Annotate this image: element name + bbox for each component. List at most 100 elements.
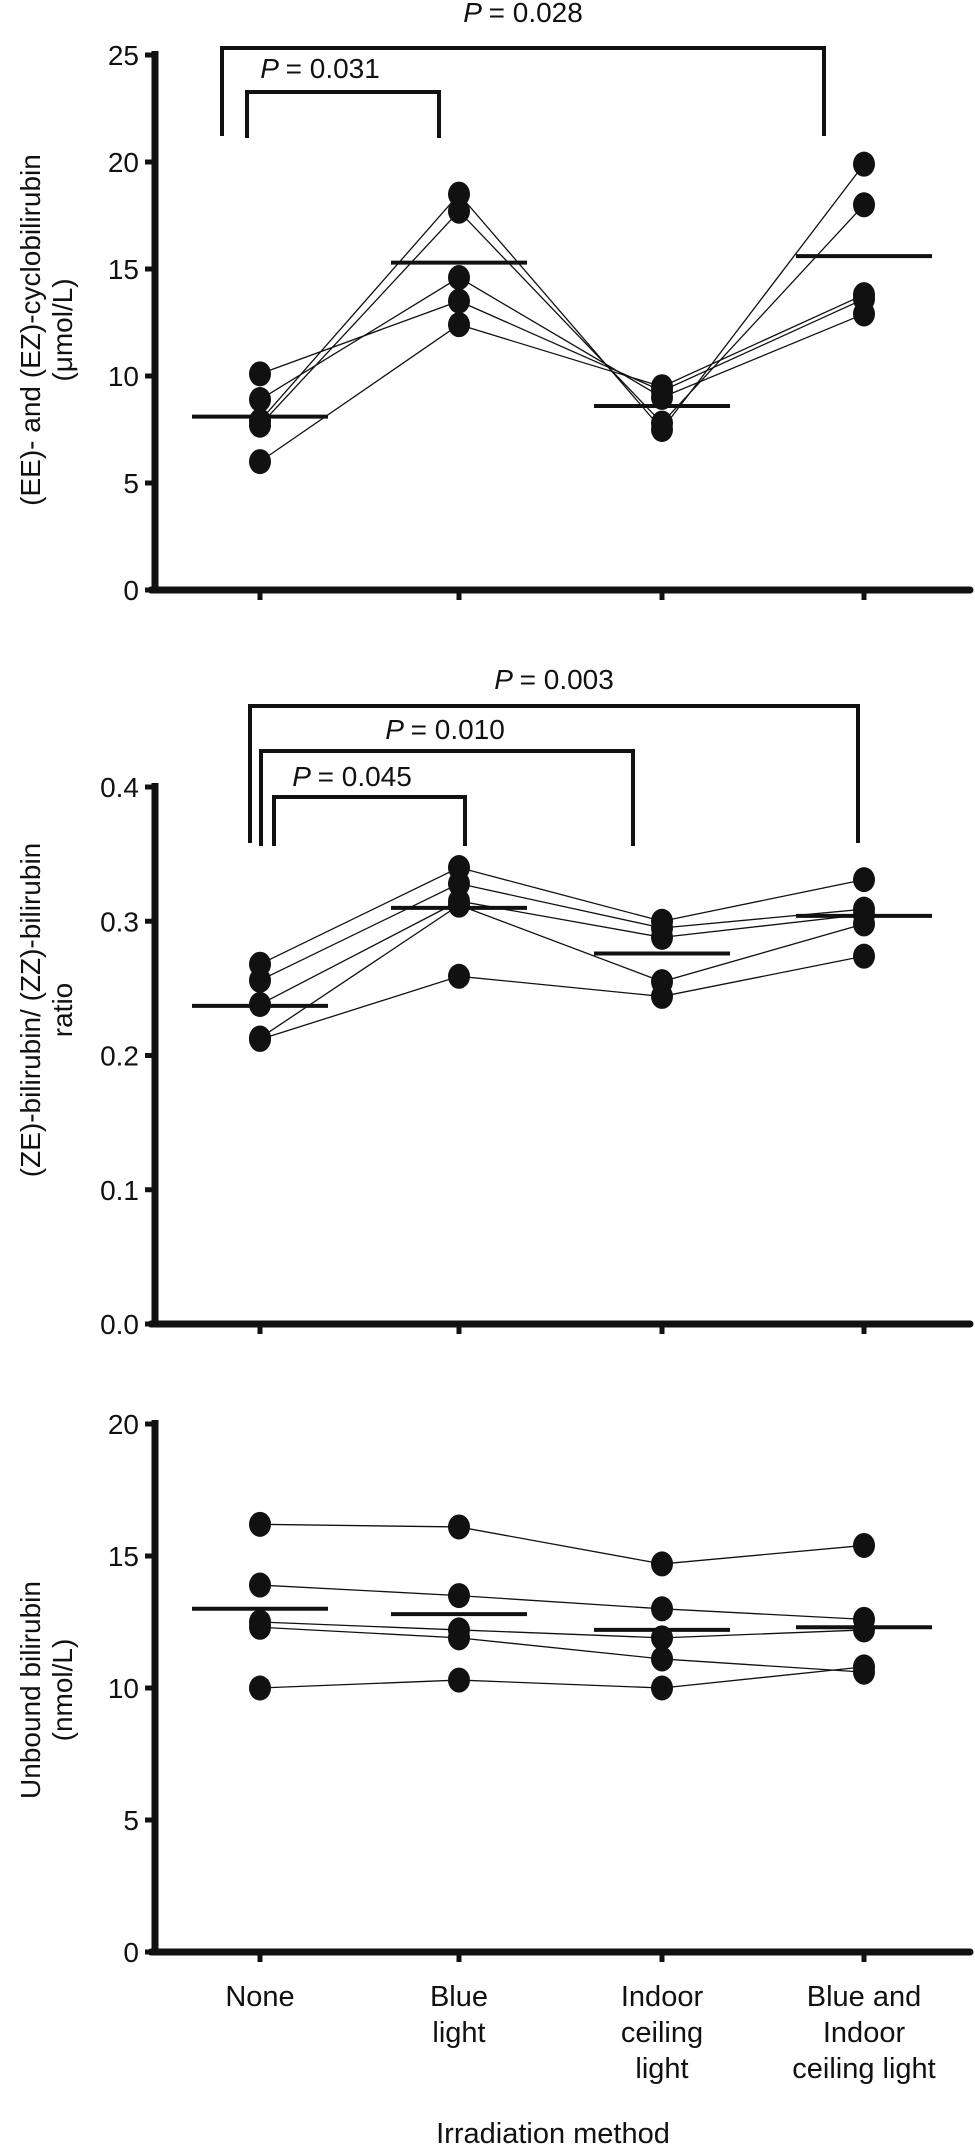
y-tick-label: 10 — [108, 361, 139, 392]
data-point — [249, 1572, 271, 1598]
subject-line — [259, 904, 865, 1039]
data-point — [249, 1675, 271, 1701]
y-tick-label: 15 — [108, 1541, 139, 1572]
subject-line — [259, 163, 865, 431]
data-point — [448, 1583, 470, 1609]
data-point — [853, 943, 875, 969]
subject-line — [259, 276, 865, 401]
data-point — [448, 198, 470, 224]
y-tick-label: 5 — [123, 1805, 139, 1836]
y-tick-label: 0 — [123, 1937, 139, 1968]
subject-line — [259, 882, 865, 981]
data-point — [651, 1625, 673, 1651]
data-point — [448, 265, 470, 291]
data-point — [853, 151, 875, 177]
x-category-label: light — [432, 2017, 485, 2049]
y-tick-label: 0.0 — [100, 1309, 139, 1340]
y-tick-label: 10 — [108, 1673, 139, 1704]
x-category-label: Indoor — [621, 1981, 704, 2013]
y-axis-label: Unbound bilirubin — [15, 1581, 46, 1799]
data-point — [651, 924, 673, 950]
p-value-label: P = 0.028 — [463, 0, 583, 28]
significance-bracket — [272, 795, 467, 846]
panel-2: 0.0 0.1 0.2 0.3 0.4 (ZE)-bilirubin/ (ZZ)-bili… — [15, 664, 974, 1340]
x-category-label: ceiling light — [792, 2053, 935, 2085]
subject-line — [259, 298, 865, 392]
data-point — [651, 1646, 673, 1672]
x-category-label: Blue and — [807, 1981, 922, 2013]
subject-line — [259, 294, 865, 463]
subject-line — [259, 1523, 865, 1565]
data-point — [853, 1532, 875, 1558]
data-point — [853, 282, 875, 308]
data-point — [448, 288, 470, 314]
data-point — [249, 991, 271, 1017]
subject-line — [259, 1584, 865, 1621]
data-point — [651, 410, 673, 436]
y-axis-label: (μmol/L) — [47, 278, 78, 381]
data-point — [651, 1675, 673, 1701]
x-category-label: light — [635, 2053, 688, 2085]
data-point — [448, 871, 470, 897]
data-point — [651, 1551, 673, 1577]
y-tick-label: 0 — [123, 575, 139, 606]
y-tick-label: 0.2 — [100, 1041, 139, 1072]
data-point — [853, 911, 875, 937]
subject-line — [259, 900, 865, 1006]
subject-line — [259, 1666, 865, 1689]
y-axis-label: (EE)- and (EZ)-cyclobilirubin — [15, 154, 46, 506]
y-tick-label: 25 — [108, 40, 139, 71]
data-point — [249, 412, 271, 438]
data-point — [249, 1511, 271, 1537]
panel-3: 0 5 10 15 20 Unbound bilirubin (nmol/L) — [15, 1409, 974, 1968]
data-point — [853, 867, 875, 893]
p-value-label: P = 0.003 — [494, 664, 614, 695]
subject-line — [259, 1626, 865, 1673]
significance-bracket — [220, 46, 826, 136]
data-point — [853, 1617, 875, 1643]
data-point — [448, 1667, 470, 1693]
y-axis-label: ratio — [47, 983, 78, 1037]
subject-line — [259, 955, 865, 1041]
y-tick-label: 20 — [108, 1409, 139, 1440]
p-value-label: P = 0.045 — [292, 761, 412, 792]
subject-line — [259, 204, 865, 426]
data-point — [249, 449, 271, 475]
p-value-label: P = 0.010 — [385, 714, 505, 745]
data-point — [853, 192, 875, 218]
x-category-label: ceiling — [621, 2017, 703, 2049]
p-value-label: P = 0.031 — [260, 53, 380, 84]
data-point — [249, 361, 271, 387]
panel-1: 0 5 10 15 20 25 (EE)- and (EZ)-cyclobilirubin(… — [15, 0, 974, 606]
data-point — [448, 181, 470, 207]
y-axis-label: (ZE)-bilirubin/ (ZZ)-bilirubin — [15, 843, 46, 1177]
significance-bracket — [248, 704, 860, 843]
subject-line — [259, 1621, 865, 1639]
y-tick-label: 5 — [123, 468, 139, 499]
x-category-label: Indoor — [823, 2017, 906, 2049]
y-tick-label: 0.4 — [100, 772, 139, 803]
y-tick-label: 0.1 — [100, 1175, 139, 1206]
data-point — [249, 1026, 271, 1052]
data-point — [448, 312, 470, 338]
significance-bracket — [259, 749, 635, 846]
data-point — [249, 387, 271, 413]
x-category-label: Blue — [430, 1981, 488, 2013]
data-point — [651, 983, 673, 1009]
data-point — [651, 374, 673, 400]
data-point — [853, 1654, 875, 1680]
data-point — [448, 963, 470, 989]
y-tick-label: 20 — [108, 147, 139, 178]
y-tick-label: 0.3 — [100, 906, 139, 937]
data-point — [249, 1614, 271, 1640]
data-point — [249, 967, 271, 993]
subject-line — [259, 866, 865, 965]
data-point — [448, 1514, 470, 1540]
data-point — [448, 1625, 470, 1651]
data-point — [651, 1596, 673, 1622]
x-axis-label: Irradiation method — [436, 2118, 670, 2150]
y-axis-label: (nmol/L) — [47, 1639, 78, 1742]
x-category-label: None — [225, 1981, 294, 2013]
significance-bracket — [245, 90, 441, 138]
